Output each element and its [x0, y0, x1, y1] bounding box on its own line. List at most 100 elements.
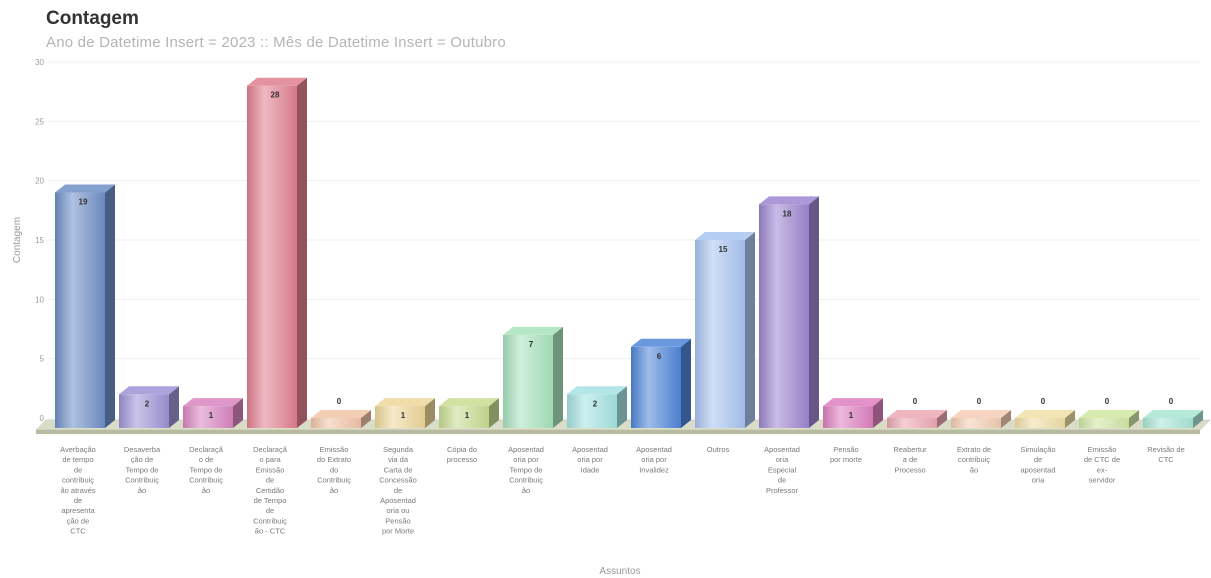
bar-front: [55, 192, 105, 428]
bar-front: [759, 204, 809, 428]
bar-side: [809, 196, 819, 428]
bar-top: [759, 196, 819, 205]
bar-front: [887, 418, 937, 428]
category-label: Aposentad oria por Invalidez: [636, 445, 672, 474]
bar-front: [567, 394, 617, 428]
bar-top: [247, 77, 307, 86]
bar-value-label: 1: [465, 411, 470, 420]
bar-top: [119, 386, 179, 395]
category-label: Declaraçã o para Emissão de Certidão de Tempo…: [253, 445, 288, 536]
bar-front: [183, 406, 233, 428]
bar[interactable]: 7: [503, 326, 563, 428]
bar[interactable]: 15: [695, 232, 755, 428]
category-label: Aposentad oria Especial de Professor: [764, 445, 800, 495]
bar[interactable]: 18: [759, 196, 819, 428]
category-label: Declaraçã o de Tempo de Contribuiç ão: [189, 445, 224, 495]
bar-top: [951, 410, 1011, 418]
bar[interactable]: 2: [119, 386, 179, 428]
bar-front: [1015, 418, 1065, 428]
bar-side: [1065, 410, 1075, 428]
bar-value-label: 0: [337, 397, 342, 406]
bar-front: [631, 346, 681, 428]
bar[interactable]: 0: [1143, 397, 1203, 428]
category-label: Averbação de tempo de contribuiç ão através d…: [60, 445, 96, 536]
bar-top: [375, 398, 435, 407]
bar-front: [119, 394, 169, 428]
bar-top: [311, 410, 371, 418]
bar-top: [1015, 410, 1075, 418]
bar-value-label: 7: [529, 340, 534, 349]
y-tick-label: 10: [35, 295, 44, 304]
bar-front: [823, 406, 873, 428]
bar-top: [503, 326, 563, 335]
bar-side: [361, 410, 371, 428]
y-tick-label: 30: [35, 58, 44, 67]
bar-value-label: 1: [849, 411, 854, 420]
y-tick-label: 5: [40, 355, 45, 364]
bar-value-label: 6: [657, 352, 662, 361]
bar-side: [745, 232, 755, 428]
bar[interactable]: 0: [951, 397, 1011, 428]
y-tick-label: 20: [35, 177, 44, 186]
bar-front: [695, 240, 745, 428]
bar-value-label: 1: [209, 411, 214, 420]
category-label: Emissão de CTC de ex-servidor: [1084, 445, 1120, 485]
bar[interactable]: 0: [1015, 397, 1075, 428]
bar-front: [951, 418, 1001, 428]
bar-front: [439, 406, 489, 428]
bar[interactable]: 1: [375, 398, 435, 428]
category-label: Emissão do Extrato do Contribuiç ão: [317, 445, 351, 495]
bar[interactable]: 1: [183, 398, 243, 428]
y-tick-label: 25: [35, 117, 44, 126]
category-label: Reabertur a de Processo: [893, 445, 927, 474]
bar-side: [1193, 410, 1203, 428]
bar-value-label: 0: [913, 397, 918, 406]
bar-top: [439, 398, 499, 407]
bar[interactable]: 2: [567, 386, 627, 428]
bar[interactable]: 1: [823, 398, 883, 428]
bar-side: [297, 77, 307, 428]
bars: 19 2 1 28 0 1 1 7 2 6 15 18 1 0 0 0 0 0: [55, 77, 1203, 428]
category-label: Revisão de CTC: [1147, 445, 1185, 464]
bar[interactable]: 0: [311, 397, 371, 428]
bar[interactable]: 1: [439, 398, 499, 428]
bar-side: [1001, 410, 1011, 428]
bar-top: [1143, 410, 1203, 418]
category-label: Pensão por morte: [830, 445, 862, 464]
category-label: Extrato de contribuiç ão: [957, 445, 991, 474]
bar[interactable]: 6: [631, 338, 691, 428]
bar-value-label: 28: [271, 91, 280, 100]
bar-side: [425, 398, 435, 428]
bar-front: [1143, 418, 1193, 428]
category-label: Aposentad oria por Tempo de Contribuiç ão: [508, 445, 544, 495]
bar-side: [937, 410, 947, 428]
category-label: Aposentad oria por Idade: [572, 445, 608, 474]
bar-value-label: 15: [719, 245, 728, 254]
bar-front: [375, 406, 425, 428]
chart-subtitle: Ano de Datetime Insert = 2023 :: Mês de …: [46, 34, 506, 51]
category-label: Segunda via da Carta de Concessão de Aposenta…: [379, 445, 417, 536]
y-tick-label: 0: [40, 414, 45, 423]
bar-value-label: 0: [1169, 397, 1174, 406]
bar[interactable]: 28: [247, 77, 307, 428]
bar-value-label: 19: [79, 198, 88, 207]
bar-side: [553, 326, 563, 428]
bar-side: [1129, 410, 1139, 428]
bar-side: [489, 398, 499, 428]
bar-side: [681, 338, 691, 428]
bar-top: [823, 398, 883, 407]
category-label: Cópia do processo: [447, 445, 477, 464]
bar-front: [311, 418, 361, 428]
bar[interactable]: 0: [1079, 397, 1139, 428]
bar[interactable]: 0: [887, 397, 947, 428]
bar-top: [55, 184, 115, 193]
bar-top: [631, 338, 691, 347]
category-label: Desaverba ção de Tempo de Contribuiç ão: [124, 445, 161, 495]
y-axis-label: Contagem: [12, 217, 23, 263]
bar-value-label: 2: [593, 399, 598, 408]
bar[interactable]: 19: [55, 184, 115, 428]
bar-top: [567, 386, 627, 395]
bar-value-label: 1: [401, 411, 406, 420]
